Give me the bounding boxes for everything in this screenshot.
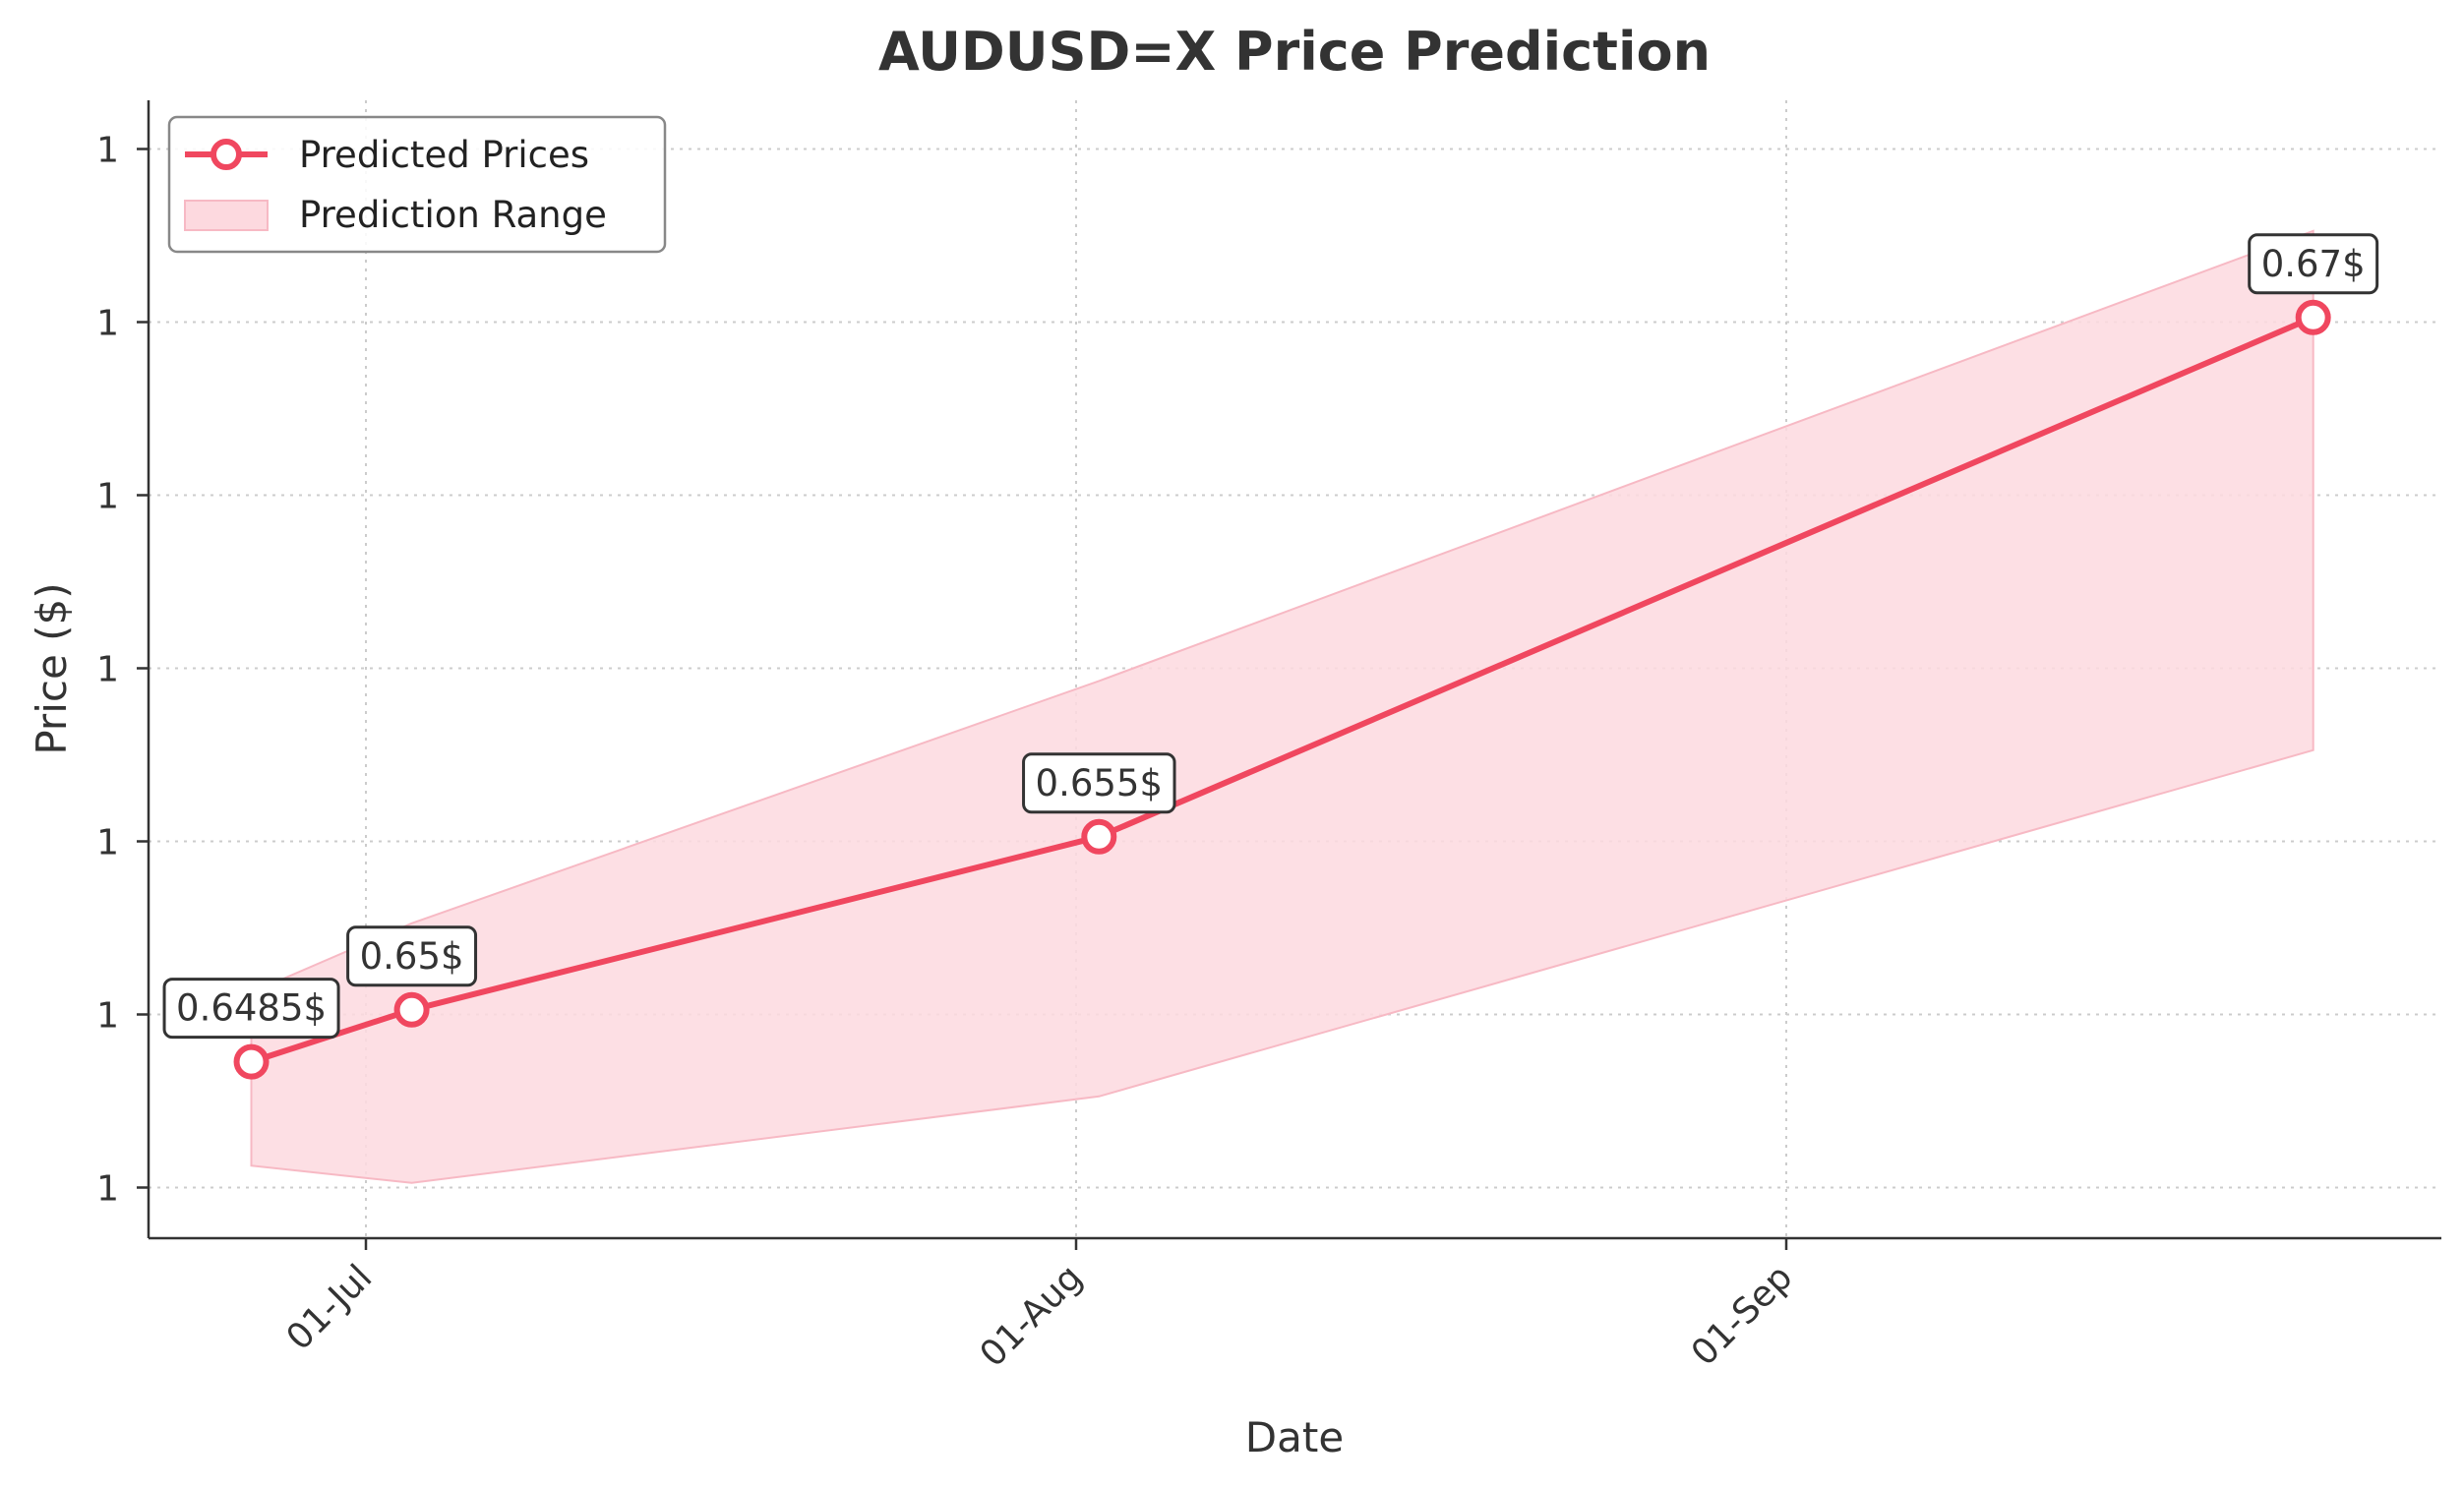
data-label-box bbox=[1022, 752, 1176, 814]
x-tick-label: 01-Sep bbox=[1684, 1257, 1801, 1374]
y-tick-label: 1 bbox=[96, 650, 119, 690]
x-tick-label: 01-Aug bbox=[973, 1257, 1091, 1375]
legend-label-range: Prediction Range bbox=[299, 194, 607, 236]
data-point bbox=[233, 1043, 270, 1080]
legend: Predicted Prices Prediction Range bbox=[167, 115, 667, 254]
legend-range-swatch bbox=[184, 200, 269, 231]
data-label-text: 0.655$ bbox=[1036, 762, 1163, 804]
data-point bbox=[2295, 299, 2331, 335]
data-label-box bbox=[346, 925, 478, 987]
data-point bbox=[1081, 818, 1117, 855]
data-points bbox=[233, 299, 2331, 1080]
y-tick-label: 1 bbox=[96, 477, 119, 517]
chart-title: AUDUSD=X Price Prediction bbox=[878, 21, 1711, 83]
y-axis-label: Price ($) bbox=[28, 582, 76, 754]
data-labels: 0.6485$ 0.65$ 0.655$ 0.67$ bbox=[162, 233, 2379, 1040]
data-label-text: 0.6485$ bbox=[176, 987, 327, 1030]
y-ticks: 1 1 1 1 1 1 1 bbox=[96, 131, 149, 1210]
data-label-text: 0.67$ bbox=[2261, 243, 2366, 285]
legend-label-predicted: Predicted Prices bbox=[299, 134, 589, 176]
data-label: 0.6485$ bbox=[162, 978, 340, 1040]
prediction-range-band bbox=[250, 229, 2314, 1184]
y-tick-label: 1 bbox=[96, 823, 119, 863]
legend-marker-swatch bbox=[210, 139, 242, 170]
x-ticks: 01-Jul 01-Aug 01-Sep bbox=[279, 1238, 1801, 1375]
data-label-box bbox=[2248, 233, 2379, 295]
x-tick-label: 01-Jul bbox=[279, 1257, 381, 1358]
data-label-box bbox=[162, 978, 340, 1040]
data-label-text: 0.65$ bbox=[360, 935, 464, 978]
data-label: 0.67$ bbox=[2248, 233, 2379, 295]
legend-frame bbox=[167, 115, 667, 254]
data-label: 0.655$ bbox=[1022, 752, 1176, 814]
data-point bbox=[393, 991, 430, 1028]
y-tick-label: 1 bbox=[96, 304, 119, 344]
x-axis-label: Date bbox=[1245, 1413, 1344, 1461]
data-label: 0.65$ bbox=[346, 925, 478, 987]
y-tick-label: 1 bbox=[96, 1169, 119, 1210]
y-tick-label: 1 bbox=[96, 131, 119, 171]
y-tick-label: 1 bbox=[96, 996, 119, 1037]
